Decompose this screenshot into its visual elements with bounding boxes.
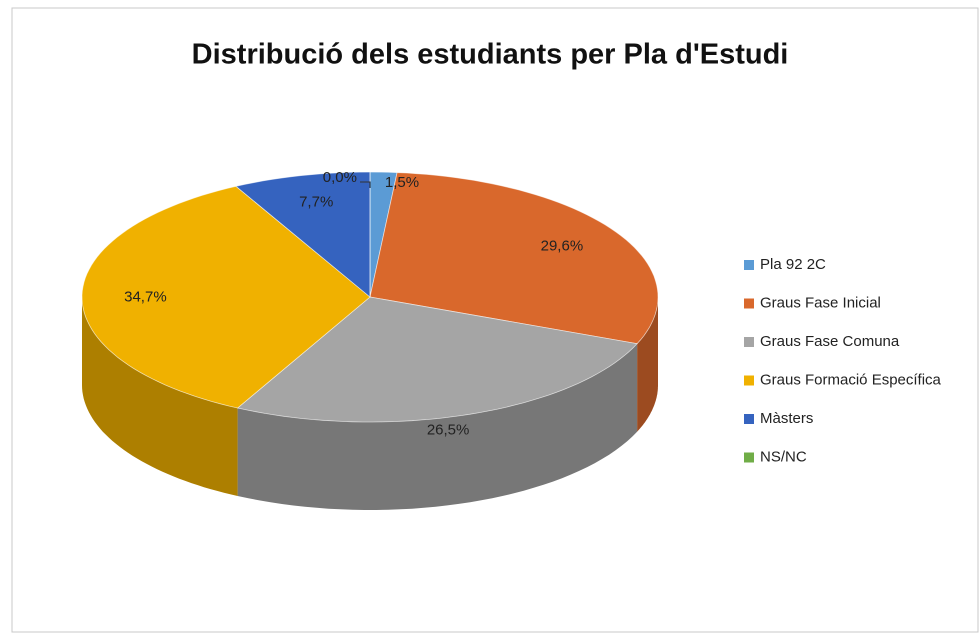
slice-side — [82, 297, 238, 496]
data-label: 34,7% — [124, 288, 167, 305]
legend-swatch — [744, 260, 754, 270]
slice — [236, 296, 638, 423]
legend-label: Màsters — [760, 410, 813, 427]
data-label: 29,6% — [541, 237, 584, 254]
data-label: 7,7% — [299, 193, 333, 210]
legend-swatch — [744, 452, 754, 463]
slice-side — [237, 343, 638, 510]
slice-side — [637, 297, 658, 432]
legend-swatch — [744, 337, 754, 347]
leader-line — [360, 181, 371, 188]
slice — [81, 185, 371, 409]
legend-label: NS/NC — [760, 448, 807, 465]
data-label: 26,5% — [427, 422, 470, 439]
legend-swatch — [744, 414, 754, 424]
chart-title: Distribució dels estudiants per Pla d'Es… — [192, 39, 789, 71]
legend-label: Graus Fase Comuna — [760, 333, 900, 350]
legend-swatch — [744, 298, 754, 309]
data-label: 1,5% — [385, 174, 419, 191]
slice — [369, 172, 659, 345]
legend-swatch — [744, 375, 754, 386]
legend-label: Pla 92 2C — [760, 256, 826, 273]
legend-label: Graus Fase Inicial — [760, 294, 881, 311]
data-label: 0,0% — [323, 169, 357, 186]
legend-label: Graus Formació Específica — [760, 371, 942, 388]
slice — [235, 171, 371, 298]
